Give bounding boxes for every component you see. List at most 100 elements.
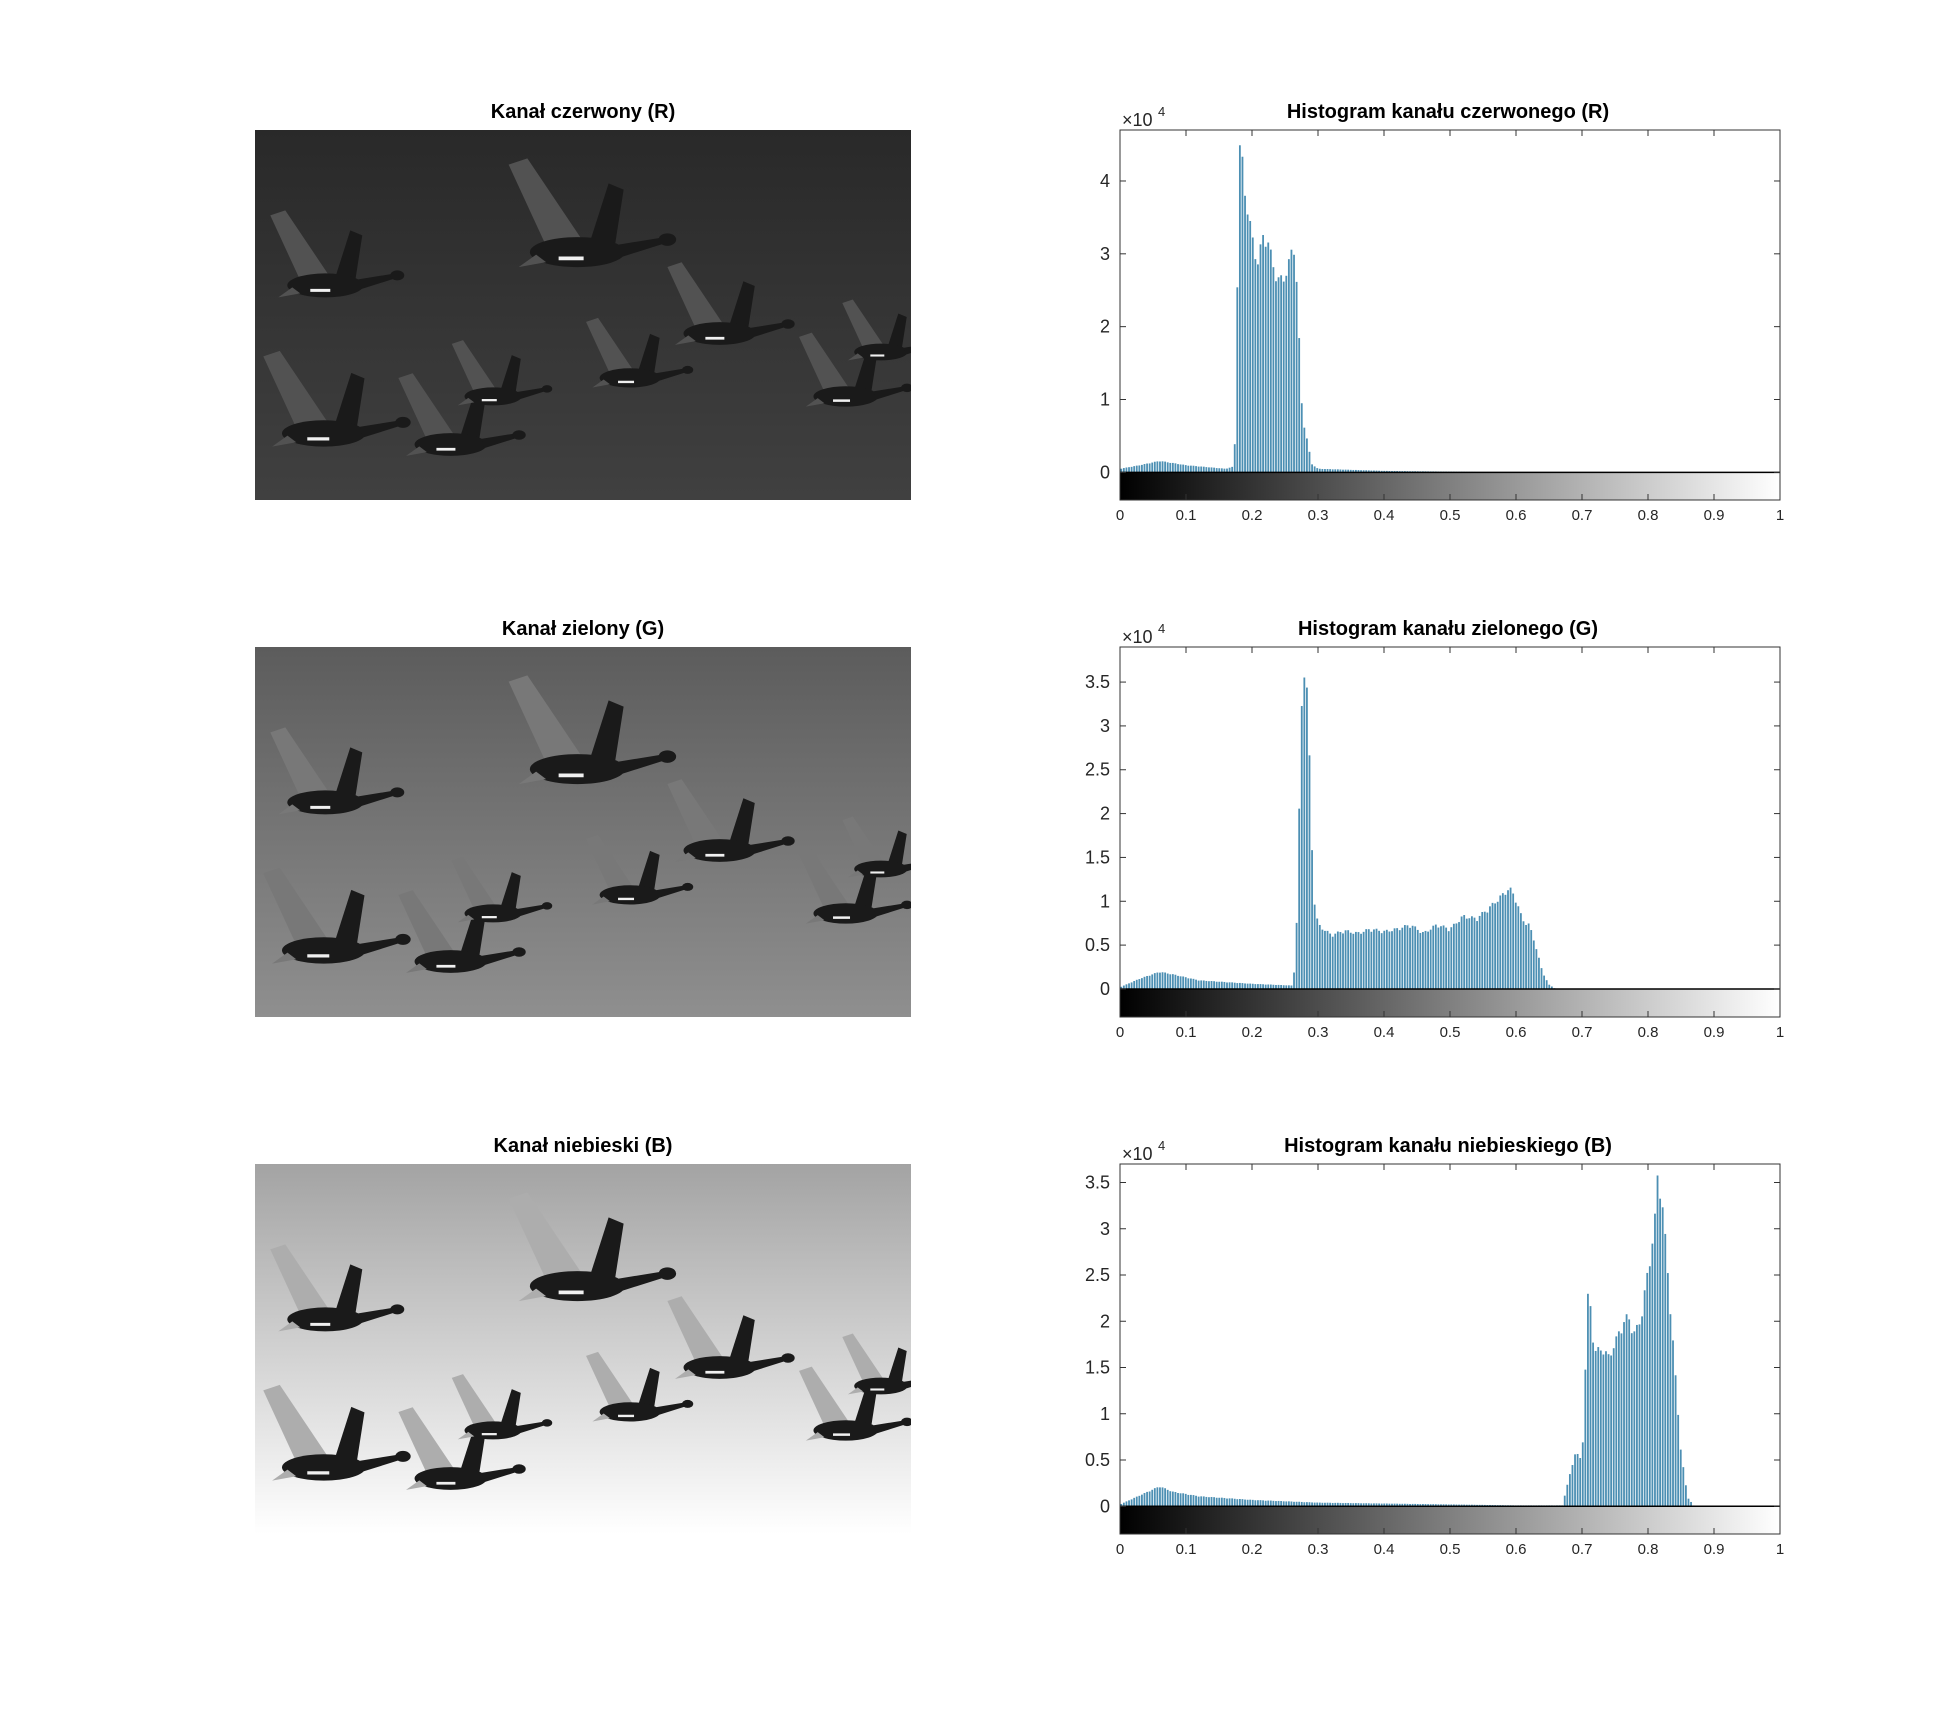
histogram-bar (1262, 984, 1264, 989)
histogram-bar (1236, 287, 1239, 473)
histogram-bar (1138, 1495, 1141, 1507)
histogram-bar (1342, 933, 1344, 989)
histogram-bar (1166, 1489, 1169, 1507)
histogram-bar (1177, 975, 1179, 989)
channel-image-canvas (255, 130, 911, 500)
histogram-bar (1151, 1489, 1154, 1507)
histogram-bar (1143, 464, 1146, 473)
histogram-bar (1177, 1493, 1179, 1507)
histogram-bar (1661, 1207, 1664, 1507)
histogram-bar (1442, 925, 1445, 989)
x-tick-label: 0.9 (1704, 1541, 1725, 1558)
histogram-bar (1409, 927, 1411, 989)
histogram-bar (1360, 470, 1362, 473)
y-exponent-power: 4 (1158, 105, 1165, 119)
histogram-bar (1166, 973, 1169, 989)
histogram-bar (1306, 1502, 1308, 1507)
histogram-bar (1458, 1504, 1460, 1507)
histogram-bar (1344, 930, 1347, 989)
histogram-bar (1388, 1503, 1391, 1507)
x-tick-label: 0.3 (1308, 1541, 1329, 1558)
histogram-bar (1331, 469, 1334, 473)
y-tick-label: 0.5 (1085, 1450, 1110, 1470)
histogram-bar (1566, 1484, 1569, 1507)
histogram-bar (1336, 1502, 1339, 1507)
histogram-bar (1311, 1502, 1313, 1507)
histogram-bar (1414, 926, 1417, 989)
y-tick-label: 2.5 (1085, 1265, 1110, 1285)
histogram-bar (1424, 930, 1427, 989)
histogram-bar (1280, 984, 1283, 989)
histogram-bar (1189, 1494, 1192, 1507)
image-title-red: Kanał czerwony (R) (490, 101, 676, 123)
histogram-bar (1267, 984, 1270, 989)
histogram-bar (1205, 467, 1208, 473)
histogram-bar (1187, 978, 1190, 989)
histogram-bar (1512, 893, 1515, 989)
histogram-bar (1427, 931, 1429, 989)
histogram-bar (1401, 1503, 1404, 1507)
x-tick-label: 0.4 (1374, 507, 1395, 524)
histogram-bar (1192, 978, 1195, 989)
histogram-bar (1285, 275, 1288, 473)
histogram-bar (1321, 468, 1324, 473)
histogram-bar (1141, 1494, 1143, 1507)
histogram-bar (1267, 242, 1270, 473)
histogram-bar (1535, 949, 1538, 989)
histogram-bar (1293, 254, 1295, 473)
histogram-bar (1422, 931, 1424, 989)
histogram-bar (1287, 985, 1290, 989)
histogram-bar (1460, 916, 1463, 989)
histogram-bars (1120, 145, 1497, 473)
histogram-bar (1651, 1243, 1654, 1507)
histogram-bar (1452, 1504, 1455, 1507)
histogram-bar (1666, 1273, 1669, 1507)
histogram-bar (1231, 1498, 1234, 1507)
histogram-bar (1264, 246, 1267, 473)
histogram-bar (1452, 923, 1455, 989)
histogram-bar (1360, 1503, 1362, 1507)
histogram-bar (1259, 1500, 1262, 1507)
histogram-bar (1138, 465, 1141, 473)
histogram-bar (1607, 1354, 1610, 1507)
histogram-bar (1331, 936, 1334, 989)
histogram-bar (1236, 1499, 1239, 1507)
histogram-bar (1210, 1496, 1213, 1507)
histogram-bar (1527, 923, 1530, 989)
histogram-bar (1187, 465, 1190, 473)
y-tick-label: 1 (1100, 891, 1110, 911)
histogram-bar (1592, 1342, 1594, 1507)
histogram-bar (1419, 932, 1422, 989)
histogram-bar (1620, 1333, 1623, 1507)
y-tick-label: 1 (1100, 1404, 1110, 1424)
histogram-bar (1571, 1465, 1574, 1507)
histogram-bar (1135, 465, 1138, 473)
histogram-bar (1171, 974, 1174, 989)
histogram-bar (1344, 469, 1347, 473)
histogram-bar (1669, 1314, 1672, 1507)
histogram-bar (1244, 1499, 1246, 1507)
histogram-bar (1682, 1467, 1685, 1507)
x-tick-label: 0.7 (1572, 1541, 1593, 1558)
histogram-bar (1200, 980, 1203, 989)
y-exponent-label: ×10 (1122, 1144, 1153, 1164)
x-tick-label: 0.1 (1176, 1541, 1197, 1558)
histogram-bar (1179, 464, 1182, 473)
histogram-bar (1403, 925, 1406, 989)
plot-area (1120, 647, 1780, 1017)
histogram-bar (1306, 687, 1308, 989)
x-tick-label: 0.2 (1242, 507, 1263, 524)
histogram-bar (1231, 466, 1234, 473)
histogram-bar (1277, 1500, 1280, 1507)
histogram-bar (1287, 1501, 1290, 1507)
histogram-bar (1313, 1502, 1316, 1507)
histogram-canvas: 0 0.1 0.2 0.3 0.4 0.5 0.6 0.7 0.8 0.9 1 0 0.5 1 1.5 2 2.… (1085, 622, 1784, 1041)
x-tick-label: 0.5 (1440, 1541, 1461, 1558)
histogram-bar (1445, 1504, 1448, 1507)
histogram-bar (1244, 195, 1246, 473)
histogram-bar (1251, 1499, 1254, 1507)
histogram-bar (1367, 470, 1370, 473)
histogram-bar (1630, 1333, 1633, 1507)
histogram-bar (1422, 1504, 1424, 1507)
histogram-bar (1499, 895, 1502, 989)
